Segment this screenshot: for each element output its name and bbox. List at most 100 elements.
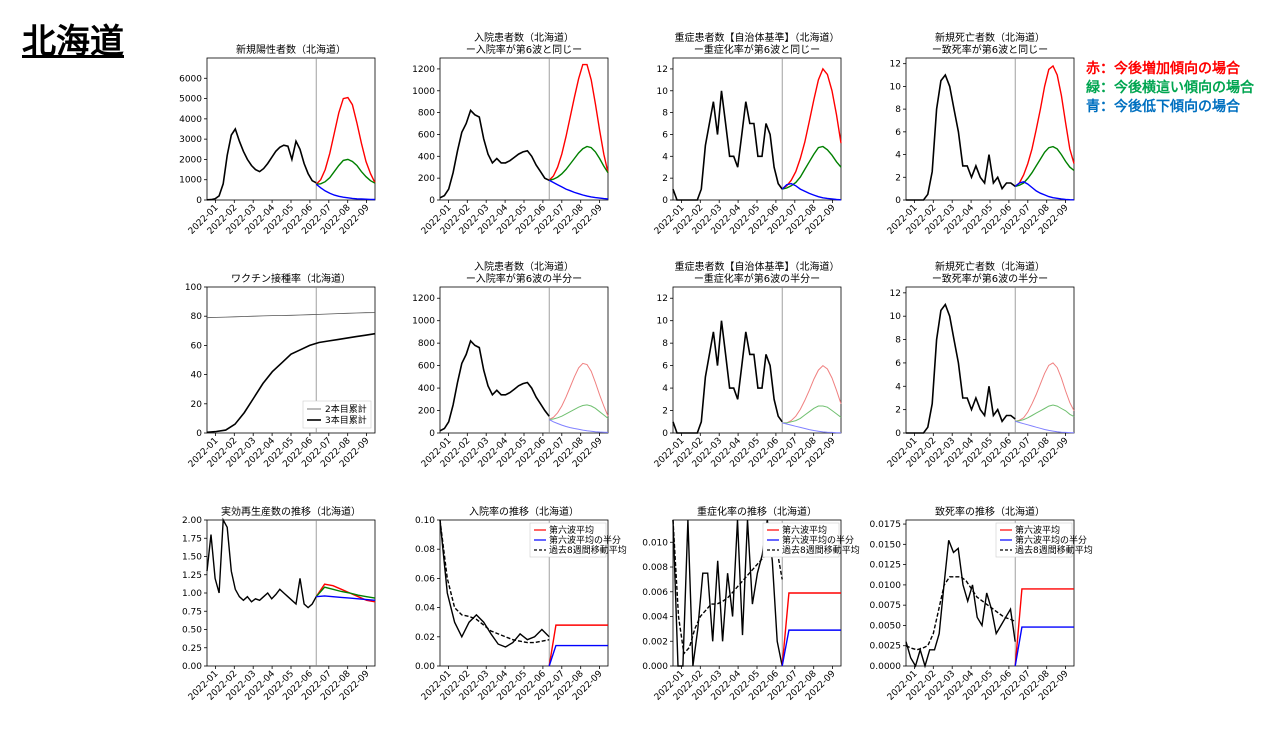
series-flat <box>315 586 376 599</box>
y-tick-label: 10 <box>890 312 902 322</box>
chart-title: 致死率の推移（北海道） <box>935 505 1045 518</box>
y-tick-label: 1000 <box>412 317 435 327</box>
series-up <box>315 96 376 185</box>
y-tick-label: 0.0000 <box>870 662 902 672</box>
plot-frame <box>206 57 376 201</box>
y-tick-label: 40 <box>191 371 203 381</box>
series-actual <box>906 73 1016 201</box>
page-title: 北海道 <box>22 22 124 62</box>
y-tick-label: 6 <box>895 128 901 138</box>
y-tick-label: 4 <box>895 382 901 392</box>
legend-label: 第六波平均の半分 <box>1015 534 1087 546</box>
series-actual <box>206 127 317 201</box>
y-tick-label: 8 <box>895 105 901 115</box>
y-tick-label: 200 <box>418 407 435 417</box>
plot-frame <box>439 286 609 434</box>
y-tick-label: 10 <box>657 317 669 327</box>
series-down <box>548 419 609 433</box>
y-tick-label: 0 <box>662 196 668 206</box>
chart-title: 新規陽性者数（北海道） <box>236 43 346 56</box>
y-tick-label: 0.000 <box>642 662 668 672</box>
chart-c12: 致死率の推移（北海道） 0.0000 0.0025 0.0050 0.0075 0.010… <box>831 482 1093 730</box>
legend-red: 赤：今後増加傾向の場合 <box>1086 61 1240 77</box>
chart-title: ワクチン接種率（北海道） <box>231 272 351 285</box>
legend-label: 第六波平均 <box>1015 524 1060 536</box>
series-down <box>1014 181 1075 201</box>
y-tick-label: 6 <box>662 362 668 372</box>
y-tick-label: 1000 <box>412 87 435 97</box>
y-tick-label: 0.75 <box>182 607 202 617</box>
y-tick-label: 0.0175 <box>870 520 902 530</box>
y-tick-label: 1.00 <box>182 589 202 599</box>
y-tick-label: 0.0050 <box>870 621 902 631</box>
legend-green: 緑：今後横這い傾向の場合 <box>1086 80 1254 96</box>
y-tick-label: 12 <box>890 60 901 70</box>
series-wave6-average <box>781 592 841 667</box>
y-tick-label: 2 <box>662 174 668 184</box>
y-tick-label: 3000 <box>179 135 202 145</box>
y-tick-label: 0.010 <box>642 538 668 548</box>
y-tick-label: 0.00 <box>415 662 435 672</box>
series-down <box>781 182 842 201</box>
y-tick-label: 20 <box>191 400 203 410</box>
y-tick-label: 0.08 <box>415 545 435 555</box>
y-tick-label: 2 <box>895 406 901 416</box>
chart-title: ー入院率が第6波と同じー <box>466 43 582 56</box>
series-up <box>548 63 609 181</box>
y-tick-label: 800 <box>418 109 435 119</box>
y-tick-label: 8 <box>895 336 901 346</box>
chart-title: 入院患者数（北海道） <box>474 31 574 44</box>
chart-c10: 入院率の推移（北海道） 0.00 0.02 0.04 0.06 0.08 0.10 2022-… <box>365 482 627 730</box>
y-tick-label: 0 <box>196 196 202 206</box>
series-down <box>1015 420 1075 434</box>
y-tick-label: 0 <box>429 429 435 439</box>
plot-frame <box>672 57 842 201</box>
y-tick-label: 4 <box>662 152 668 162</box>
y-tick-label: 800 <box>418 339 435 349</box>
chart-c2: 入院患者数（北海道） ー入院率が第6波と同じー 0 200 400 600 800 1000 1… <box>365 20 618 264</box>
series-moving-average <box>439 519 550 644</box>
y-tick-label: 8 <box>662 109 668 119</box>
series-actual <box>905 540 1016 669</box>
series-actual <box>439 519 550 648</box>
series-wave6-half <box>1014 626 1074 667</box>
series-actual <box>906 302 1016 434</box>
legend-blue: 青：今後低下傾向の場合 <box>1086 99 1240 115</box>
chart-title: ー致死率が第6波の半分ー <box>932 272 1048 285</box>
y-tick-label: 5000 <box>179 95 202 105</box>
legend-label: 第六波平均 <box>549 524 594 536</box>
chart-title: 重症患者数【自治体基準】（北海道） <box>675 31 840 44</box>
y-tick-label: 10 <box>657 87 669 97</box>
chart-title: ー致死率が第6波と同じー <box>932 43 1048 56</box>
y-tick-label: 0.008 <box>642 563 668 573</box>
series-flat <box>782 405 842 424</box>
y-tick-label: 100 <box>185 283 202 293</box>
y-tick-label: 0.002 <box>642 637 668 647</box>
legend-label: 過去8週間移動平均 <box>782 544 860 556</box>
series-moving-average <box>905 576 1016 651</box>
y-tick-label: 1.50 <box>182 553 202 563</box>
y-tick-label: 0 <box>895 196 901 206</box>
y-tick-label: 12 <box>657 65 668 75</box>
plot-frame <box>439 57 609 201</box>
series-wave6-average <box>548 624 608 667</box>
series-actual <box>672 320 783 434</box>
y-tick-label: 6 <box>895 359 901 369</box>
y-tick-label: 0 <box>662 429 668 439</box>
y-tick-label: 0.004 <box>642 613 668 623</box>
chart-title: ー入院率が第6波の半分ー <box>466 272 582 285</box>
chart-c8: 新規死亡者数（北海道） ー致死率が第6波の半分ー 0 2 4 6 8 10 12 2022-01 2… <box>831 249 1084 497</box>
series-dose2 <box>206 312 376 319</box>
chart-title: 重症化率の推移（北海道） <box>697 505 817 518</box>
series-actual <box>206 517 317 609</box>
series-up <box>548 362 609 420</box>
series-flat <box>549 404 609 420</box>
series-flat <box>1015 145 1075 188</box>
y-tick-label: 2.00 <box>182 516 202 526</box>
y-tick-label: 0.0125 <box>870 561 902 571</box>
chart-title: ー重症化率が第6波と同じー <box>694 43 820 56</box>
chart-c4: 新規死亡者数（北海道） ー致死率が第6波と同じー 0 2 4 6 8 10 12 2022-01 2… <box>831 20 1084 264</box>
y-tick-label: 1200 <box>412 294 435 304</box>
y-tick-label: 1200 <box>412 65 435 75</box>
series-down <box>782 422 842 434</box>
